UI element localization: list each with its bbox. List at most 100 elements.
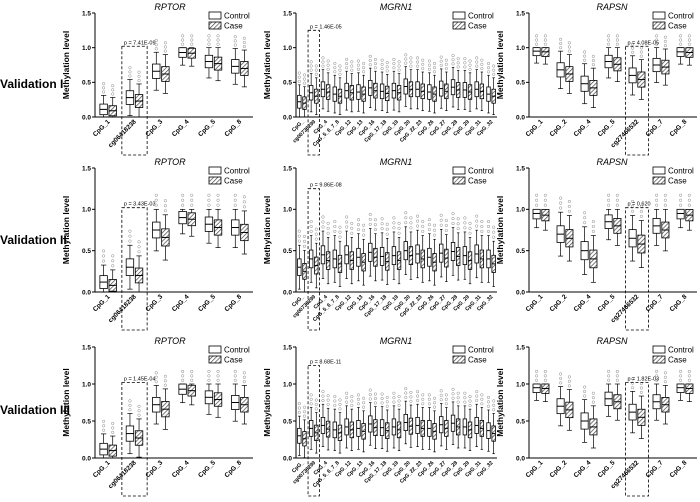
legend-case-label: Case (224, 177, 243, 186)
outlier-point (439, 55, 443, 59)
outlier-point (128, 399, 132, 403)
outlier-point (451, 62, 455, 66)
outlier-point (102, 424, 106, 428)
outlier-point (559, 37, 563, 41)
outlier-point (427, 59, 431, 63)
outlier-point (492, 399, 496, 403)
outlier-point (321, 220, 325, 224)
outlier-point (432, 405, 437, 409)
x-tick-label-cpg-7: CpG_7 (645, 459, 665, 479)
outlier-point (111, 259, 115, 263)
outlier-point (409, 64, 413, 68)
outlier-point (427, 218, 431, 222)
outlier-point (326, 398, 330, 402)
y-tick-label: 0.5 (516, 248, 525, 255)
box-control (532, 383, 541, 393)
y-tick-label: 0.0 (82, 114, 91, 121)
outlier-point (591, 63, 595, 67)
outlier-point (639, 390, 643, 394)
outlier-point (297, 234, 301, 238)
outlier-point (655, 374, 659, 378)
outlier-point (380, 58, 384, 62)
outlier-point (663, 198, 667, 202)
chart-panel-p11: MGRN1 Methylation level 0.0 0.5 1.0 1.5 Contro… (262, 157, 497, 331)
outlier-point (404, 395, 408, 399)
row-label-validation-2: Validation II (0, 233, 67, 247)
y-tick-label: 0.0 (283, 114, 292, 121)
outlier-point (373, 392, 377, 396)
outlier-point (655, 378, 659, 382)
highlight-box (307, 365, 320, 497)
highlight-box (121, 382, 148, 497)
outlier-point (302, 414, 307, 418)
outlier-point (567, 49, 571, 53)
x-tick-label-cpg-5: CpG_5 (197, 459, 217, 479)
outlier-point (679, 42, 683, 46)
legend-control-label: Control (468, 167, 494, 176)
outlier-point (242, 195, 246, 199)
outlier-point (404, 61, 408, 65)
outlier-point (456, 400, 460, 404)
outlier-point (439, 389, 443, 393)
outlier-point (309, 229, 313, 233)
outlier-point (111, 421, 115, 426)
y-axis-label: Methylation level (61, 31, 71, 100)
outlier-point (486, 61, 491, 66)
outlier-point (397, 68, 401, 72)
outlier-point (631, 50, 635, 54)
outlier-point (102, 254, 106, 258)
chart-panel-p01: MGRN1 Methylation level 0.0 0.5 1.0 1.5 Contro… (262, 2, 497, 156)
outlier-point (583, 50, 587, 54)
highlight-box (625, 207, 649, 331)
outlier-point (373, 396, 377, 401)
p-value-annotation: p = 9.86E-08 (310, 183, 342, 189)
outlier-point (492, 64, 496, 68)
outlier-point (543, 198, 547, 202)
outlier-point (181, 193, 185, 197)
y-tick-label: 1.0 (283, 207, 292, 214)
outlier-point (242, 375, 246, 379)
outlier-point (190, 203, 194, 207)
outlier-point (128, 408, 132, 412)
outlier-point (137, 409, 141, 413)
legend-case-swatch (208, 176, 222, 185)
outlier-point (314, 227, 318, 231)
outlier-point (615, 203, 619, 207)
outlier-point (345, 62, 349, 66)
outlier-point (451, 217, 455, 221)
outlier-point (190, 193, 194, 197)
outlier-point (356, 393, 361, 397)
outlier-point (190, 378, 194, 382)
outlier-point (314, 232, 318, 236)
x-tick-label-cpg-8: CpG_8 (669, 293, 689, 313)
outlier-point (439, 223, 443, 227)
outlier-point (385, 222, 389, 226)
outlier-point (631, 46, 635, 50)
chart-panel-p10: RPTOR Methylation level 0.0 0.5 1.0 1.5 Contro… (61, 157, 253, 331)
outlier-point (297, 75, 301, 79)
outlier-point (128, 66, 132, 70)
outlier-point (392, 57, 396, 61)
y-axis-label: Methylation level (495, 368, 505, 437)
legend-control-label: Control (224, 12, 250, 21)
y-axis-label: Methylation level (262, 31, 272, 100)
outlier-point (207, 374, 211, 378)
outlier-point (181, 378, 185, 382)
x-tick-label-cpg-1: CpG_1 (92, 293, 112, 313)
box-control (532, 47, 541, 57)
legend-case-label: Case (468, 22, 487, 31)
outlier-point (181, 34, 185, 38)
outlier-point (111, 84, 115, 88)
outlier-point (309, 224, 313, 229)
x-tick-label-cpg-1: CpG_1 (525, 118, 545, 138)
outlier-point (543, 203, 547, 207)
outlier-point (321, 60, 325, 64)
y-axis-label: Methylation level (61, 196, 71, 265)
outlier-point (543, 38, 547, 42)
outlier-point (111, 254, 115, 258)
x-tick-label-cpg-4: CpG_4 (171, 293, 191, 313)
chart-title: RAPSN (596, 336, 628, 346)
outlier-point (392, 221, 396, 225)
y-tick-label: 1.0 (516, 45, 525, 52)
outlier-point (456, 57, 460, 61)
